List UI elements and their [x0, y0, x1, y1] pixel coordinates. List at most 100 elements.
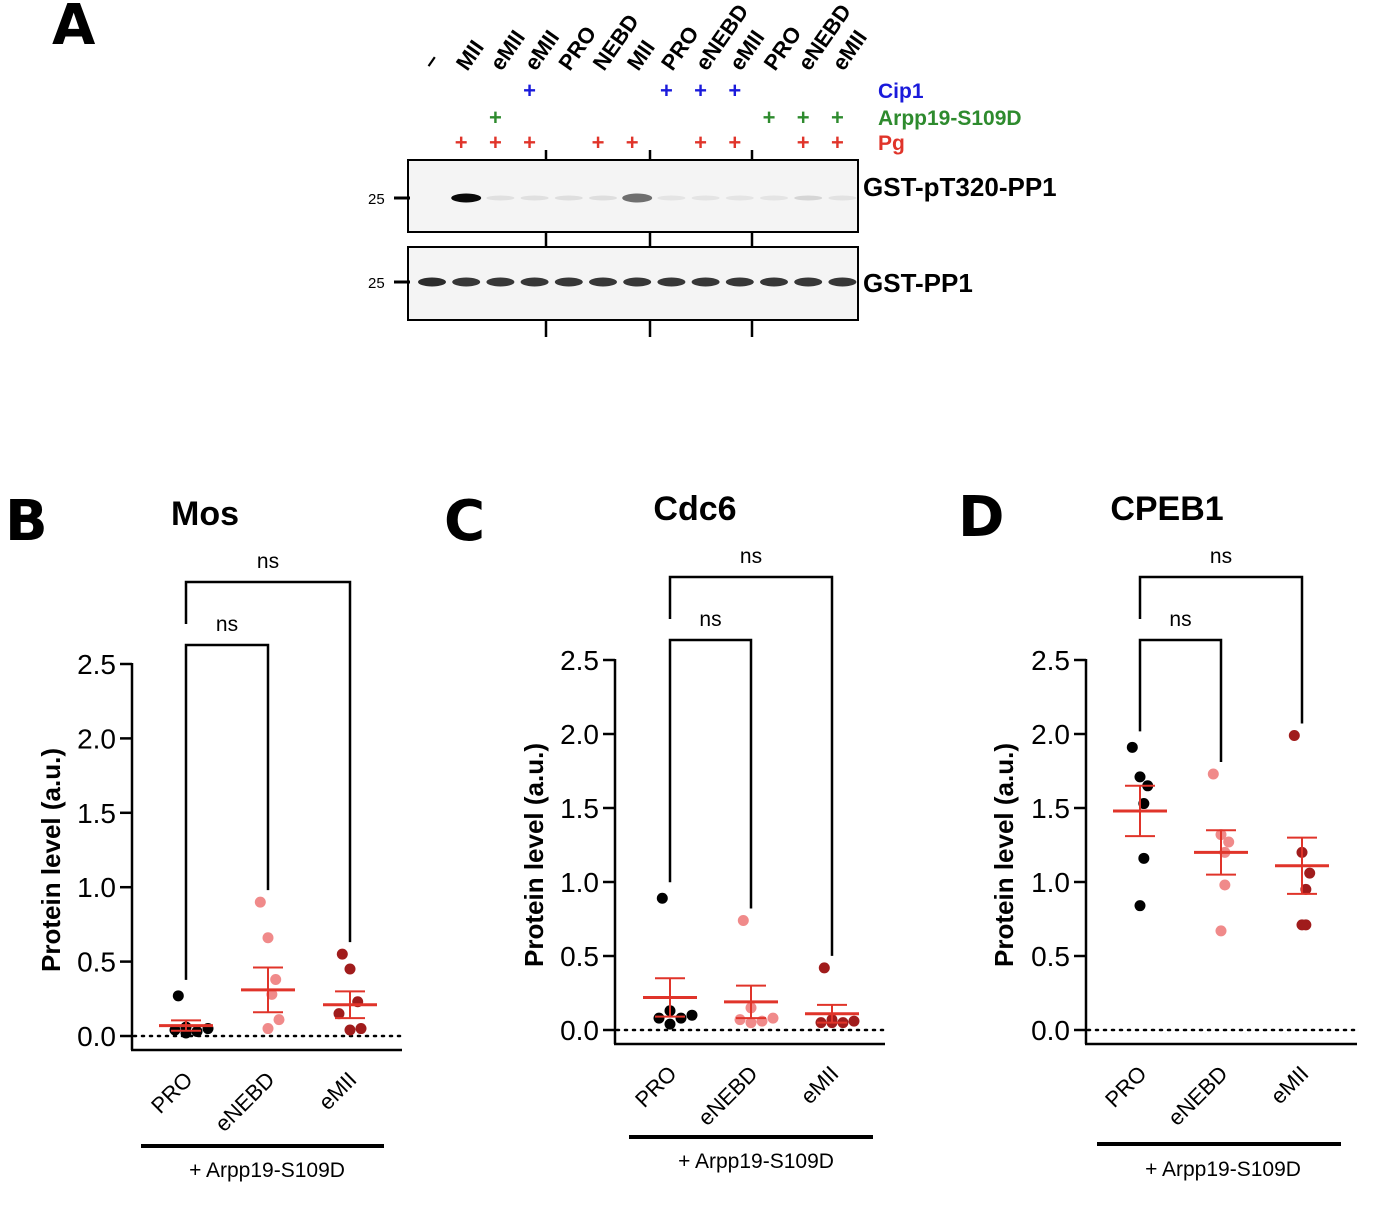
panel-letter: C	[444, 489, 485, 554]
significance-bracket	[1138, 575, 1304, 724]
blot-band	[691, 277, 720, 287]
panel-a-western-blot: A– MIIeMIIeMIIPRONEBDMIIPROeNEBDeMIIPROeN…	[52, 0, 1057, 337]
y-tick-label: 2.0	[560, 719, 599, 750]
lane-label: eMII	[519, 25, 564, 74]
data-point	[1134, 771, 1146, 783]
mw-marker-label: 25	[368, 191, 385, 208]
data-point	[818, 962, 830, 974]
data-point	[333, 1008, 345, 1020]
data-point	[653, 1012, 665, 1024]
data-point	[254, 896, 266, 908]
chart-title: CPEB1	[1110, 490, 1223, 528]
y-tick-label: 2.0	[1031, 719, 1070, 750]
data-point	[262, 932, 274, 944]
blot-band	[828, 195, 857, 201]
y-tick-label: 1.0	[77, 872, 116, 903]
blot-band	[725, 277, 754, 287]
lane-label: PRO	[759, 21, 807, 74]
data-point	[1134, 900, 1146, 912]
chart-title: Cdc6	[653, 490, 736, 528]
panel-letter: B	[5, 489, 48, 554]
treatment-plus-mark: +	[660, 78, 673, 103]
data-point	[344, 1024, 356, 1036]
blot-label: GST-pT320-PP1	[863, 172, 1057, 202]
treatment-plus-mark: +	[831, 105, 844, 130]
data-point	[1138, 798, 1150, 810]
blot-band	[589, 277, 617, 287]
y-tick-label: 0.5	[77, 947, 116, 978]
x-tick-label: PRO	[630, 1061, 681, 1112]
significance-bracket	[184, 580, 352, 943]
data-point	[1219, 879, 1231, 891]
blot-band	[520, 195, 549, 201]
treatment-plus-mark: +	[763, 105, 776, 130]
blot-band	[725, 195, 754, 201]
blot-band	[760, 195, 788, 201]
data-point	[266, 988, 278, 1000]
data-point	[273, 1014, 285, 1026]
data-point	[664, 1018, 676, 1030]
treatment-plus-mark: +	[728, 78, 741, 103]
x-tick-label: PRO	[146, 1067, 197, 1118]
data-point	[1296, 919, 1308, 931]
significance-bracket	[184, 643, 270, 980]
y-tick-label: 2.5	[560, 645, 599, 676]
blot-band	[589, 195, 617, 201]
x-tick-label: eNEBD	[210, 1067, 280, 1137]
data-point	[1304, 867, 1316, 879]
blot-band	[451, 193, 482, 203]
blot-band	[418, 277, 446, 287]
data-point	[262, 1023, 274, 1035]
data-point	[1207, 768, 1219, 780]
data-point	[336, 948, 348, 960]
y-axis-label: Protein level (a.u.)	[36, 748, 66, 972]
data-point	[1126, 741, 1138, 753]
x-tick-label: eMII	[1266, 1061, 1314, 1109]
treatment-plus-mark: +	[523, 130, 536, 155]
lane-label: PRO	[553, 21, 601, 74]
blot-band	[554, 195, 583, 201]
treatment-plus-mark: +	[831, 130, 844, 155]
significance-bracket	[668, 638, 753, 909]
y-tick-label: 2.5	[77, 649, 116, 680]
data-point	[656, 892, 668, 904]
chart-panel-b: B Mos 0.0 0.5 1.0 1.5 2.0 2.5 Protein level (a.u…	[5, 489, 402, 1182]
data-point	[1300, 883, 1312, 895]
treatment-plus-mark: +	[694, 78, 707, 103]
y-tick-label: 1.0	[560, 867, 599, 898]
treatment-label: Cip1	[878, 80, 924, 103]
data-point	[745, 1017, 757, 1029]
x-tick-label: eMII	[796, 1061, 844, 1109]
data-point	[344, 963, 356, 975]
blot-band	[486, 195, 515, 201]
y-tick-label: 2.0	[77, 723, 116, 754]
significance-label: ns	[216, 613, 238, 636]
data-point	[1223, 836, 1235, 848]
blot-band	[486, 277, 515, 287]
treatment-plus-mark: +	[592, 130, 605, 155]
treatment-plus-mark: +	[694, 130, 707, 155]
significance-label: ns	[1210, 545, 1232, 568]
mw-marker-label: 25	[368, 275, 385, 292]
panel-letter-a: A	[52, 0, 96, 58]
blot-band	[794, 195, 823, 201]
blot-band	[452, 277, 481, 287]
treatment-plus-mark: +	[489, 105, 502, 130]
treatment-label: Pg	[878, 132, 905, 155]
panels-b-c-d-charts: B Mos 0.0 0.5 1.0 1.5 2.0 2.5 Protein level (a.u…	[5, 485, 1357, 1182]
y-tick-label: 1.5	[77, 798, 116, 829]
y-axis-label: Protein level (a.u.)	[519, 743, 549, 967]
y-tick-label: 0.5	[560, 941, 599, 972]
data-point	[675, 1012, 687, 1024]
data-point	[848, 1015, 860, 1027]
significance-label: ns	[699, 608, 721, 631]
data-point	[737, 914, 749, 926]
data-point	[734, 1014, 746, 1026]
blot-label: GST-PP1	[863, 268, 973, 298]
panel-letter: D	[958, 485, 1004, 550]
significance-bracket	[1138, 638, 1223, 762]
data-point	[767, 1012, 779, 1024]
significance-label: ns	[1169, 608, 1191, 631]
blot-band	[657, 195, 686, 201]
